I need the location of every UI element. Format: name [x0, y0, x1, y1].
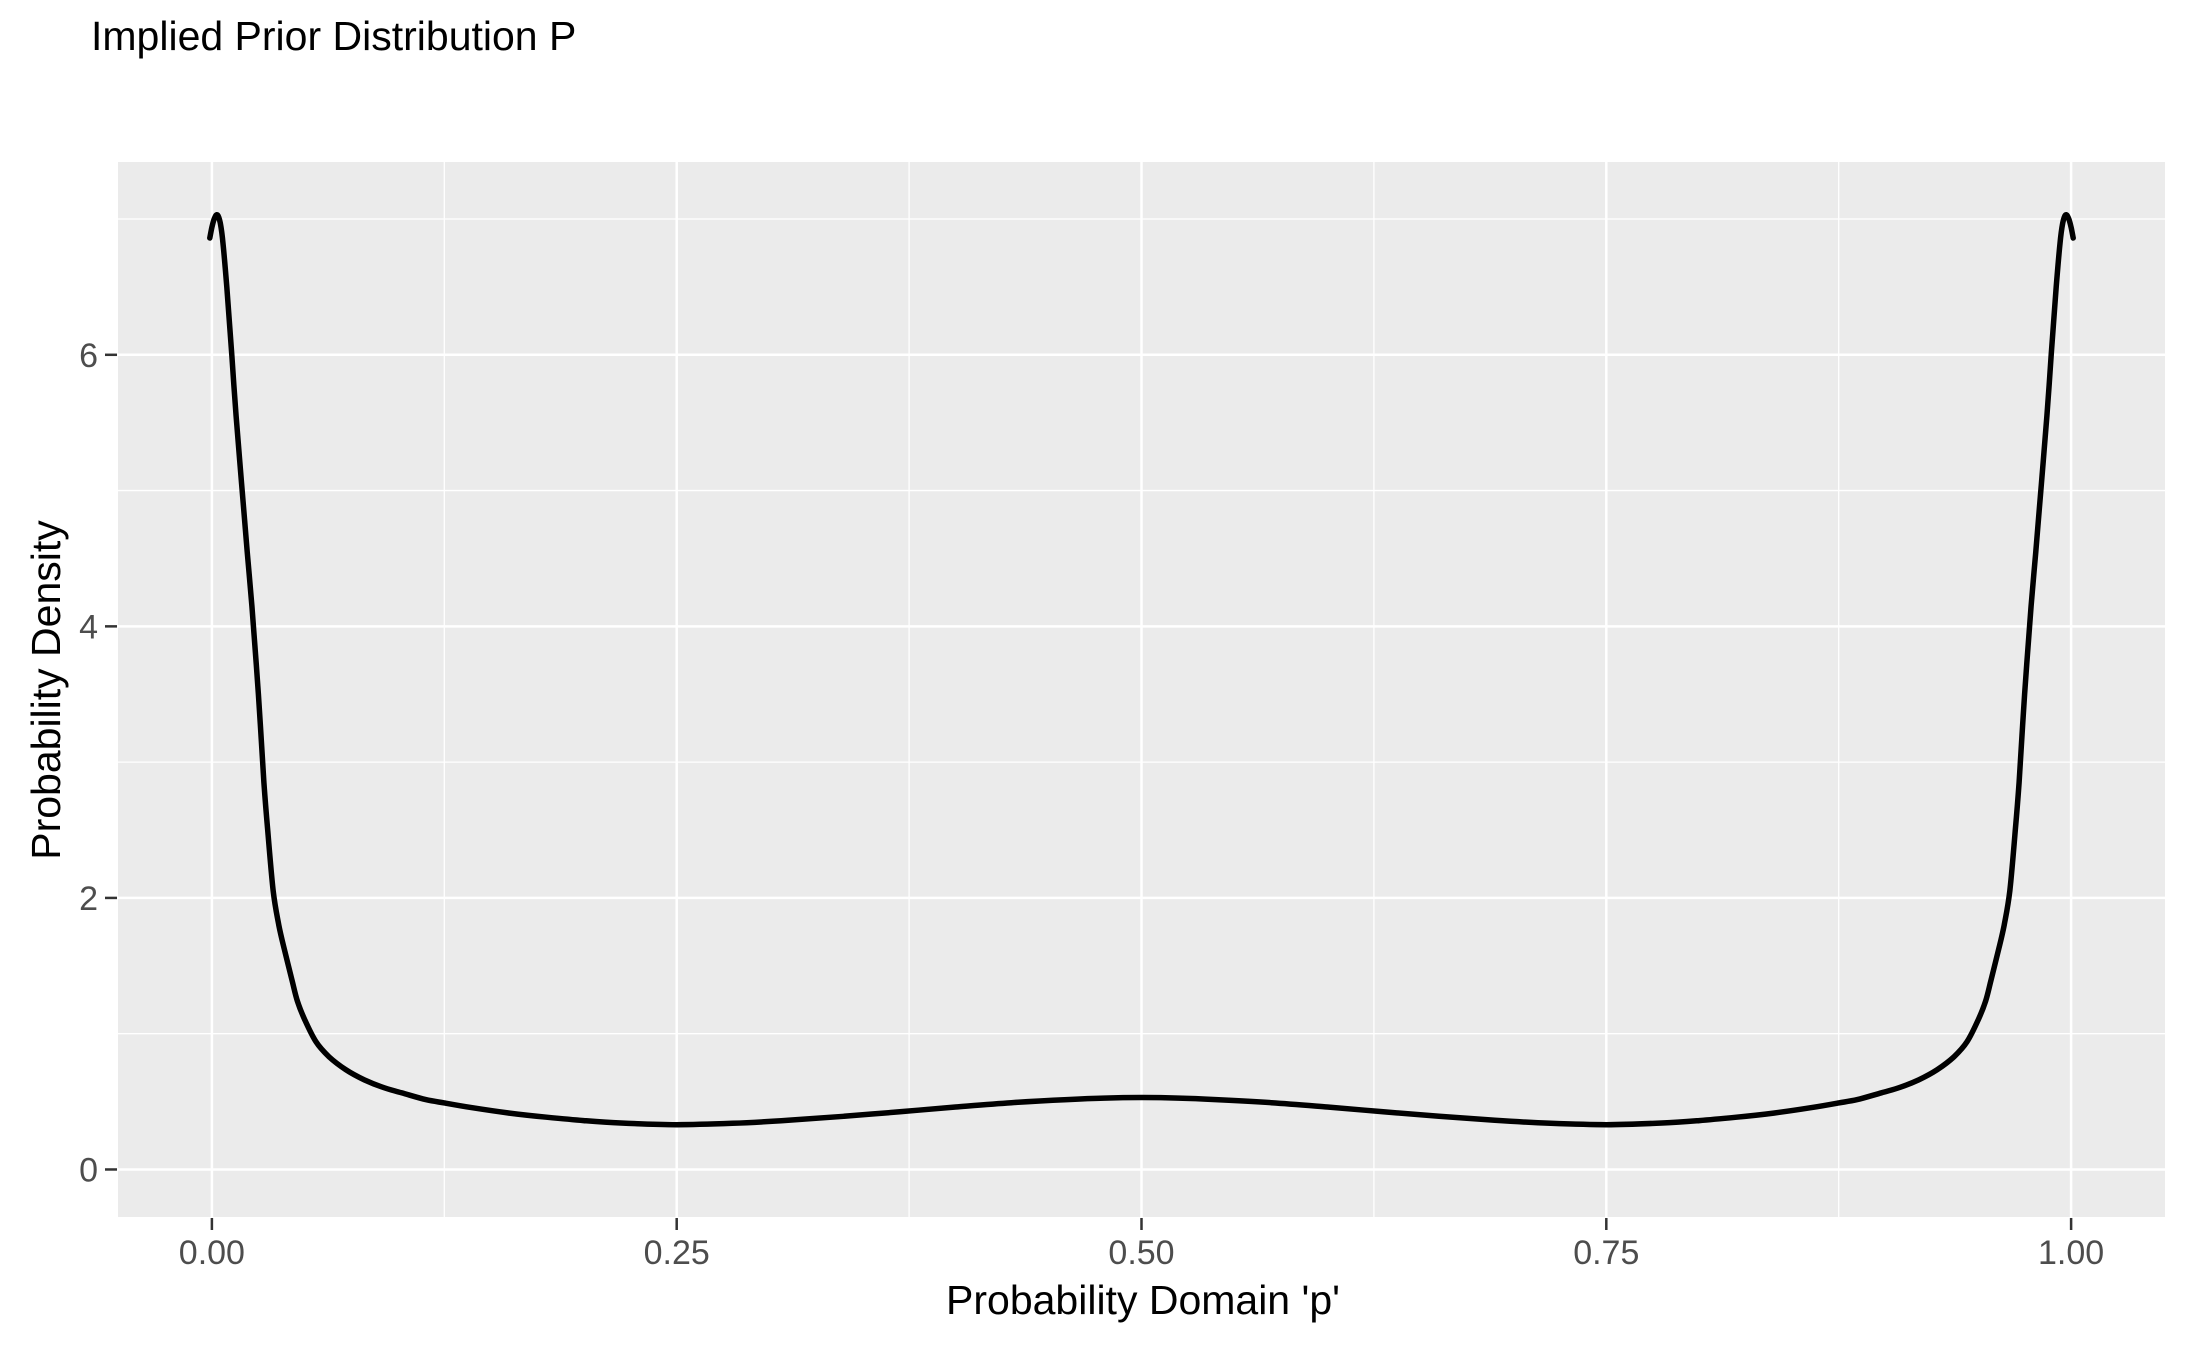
plot-title: Implied Prior Distribution P: [91, 13, 576, 59]
y-tick-label: 2: [79, 880, 98, 918]
x-tick-label: 0.25: [644, 1234, 710, 1272]
density-curve: [207, 211, 2076, 1128]
x-axis-title: Probability Domain 'p': [946, 1277, 1340, 1323]
x-tick-label: 0.50: [1108, 1234, 1174, 1272]
x-tick-label: 1.00: [2038, 1234, 2104, 1272]
y-tick-label: 0: [79, 1151, 98, 1189]
axis-tick-marks: [105, 353, 2073, 1230]
y-axis-title: Probability Density: [23, 520, 69, 860]
y-tick-label: 6: [79, 337, 98, 375]
x-tick-label: 0.00: [179, 1234, 245, 1272]
y-axis-tick-labels: 0 2 4 6: [79, 337, 98, 1190]
x-tick-label: 0.75: [1573, 1234, 1639, 1272]
grid-major-lines: [118, 162, 2165, 1217]
y-tick-label: 4: [79, 608, 98, 646]
x-axis-tick-labels: 0.00 0.25 0.50 0.75 1.00: [179, 1234, 2104, 1272]
